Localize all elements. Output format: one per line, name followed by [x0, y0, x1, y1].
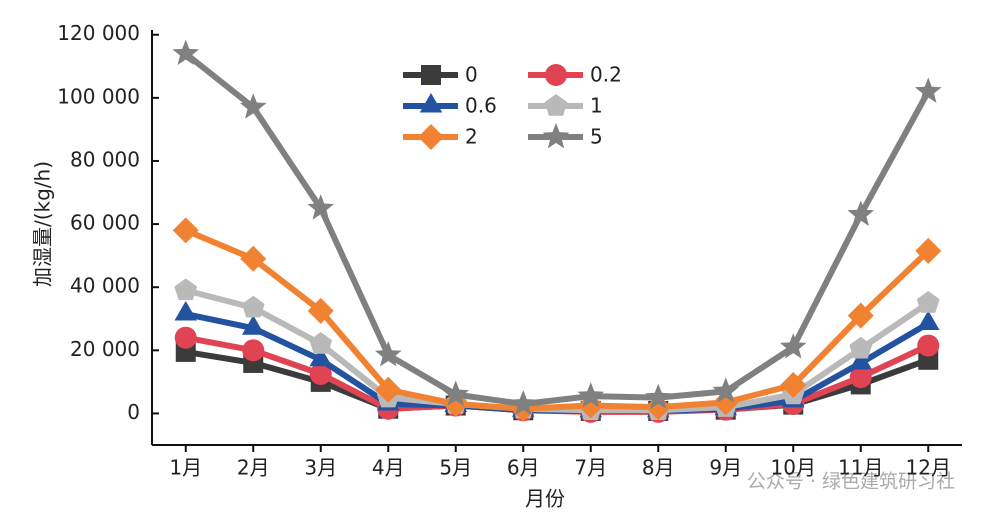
legend-marker [419, 93, 443, 113]
x-tick-label: 8月 [642, 456, 675, 480]
marker [847, 200, 875, 226]
x-tick-label: 12月 [906, 456, 951, 480]
marker [849, 349, 873, 370]
marker [712, 377, 740, 403]
legend-marker [544, 94, 568, 116]
marker [916, 310, 940, 330]
watermark: 公众号 · 绿色建筑研习社 [747, 471, 955, 493]
y-tick-label: 100 000 [57, 84, 140, 108]
y-axis-label: 加湿量/(kg/h) [31, 161, 55, 287]
series-line [184, 227, 931, 412]
x-tick-label: 9月 [709, 456, 742, 480]
legend-marker [542, 123, 570, 149]
legend-label: 0.2 [590, 63, 622, 87]
marker [242, 339, 265, 362]
legend-marker [421, 65, 441, 85]
x-tick-label: 7月 [574, 456, 607, 480]
marker [172, 39, 200, 65]
marker [849, 366, 872, 389]
legend-label: 5 [590, 125, 603, 149]
series-line [183, 51, 931, 407]
marker [509, 389, 537, 416]
marker [849, 336, 873, 359]
marker [309, 332, 333, 354]
marker [916, 290, 940, 313]
x-tick-label: 10月 [771, 456, 816, 480]
x-tick-label: 11月 [838, 456, 883, 480]
marker [241, 315, 265, 335]
marker [239, 93, 267, 119]
marker [241, 295, 265, 318]
marker [917, 334, 940, 357]
marker [644, 383, 672, 409]
marker [307, 194, 335, 220]
x-axis-label: 月份 [525, 487, 565, 511]
marker [375, 376, 402, 403]
x-tick-label: 5月 [439, 456, 472, 480]
marker [780, 372, 807, 399]
x-tick-label: 3月 [304, 456, 337, 480]
marker [914, 77, 942, 103]
marker [174, 278, 198, 301]
legend-label: 2 [465, 125, 478, 149]
marker [374, 341, 402, 367]
marker [442, 380, 470, 406]
y-tick-label: 120 000 [57, 21, 140, 45]
marker [240, 245, 267, 272]
marker [645, 394, 672, 421]
legend-marker [545, 64, 567, 86]
x-tick-label: 4月 [372, 456, 405, 480]
marker [779, 333, 807, 359]
y-tick-label: 0 [127, 400, 140, 424]
y-tick-label: 80 000 [70, 147, 140, 171]
x-tick-label: 6月 [507, 456, 540, 480]
marker [847, 302, 874, 329]
marker [307, 297, 334, 324]
y-tick-label: 20 000 [70, 337, 140, 361]
marker [172, 217, 199, 244]
marker [174, 326, 197, 349]
y-tick-label: 40 000 [70, 274, 140, 298]
legend-label: 0 [465, 63, 478, 87]
legend-label: 0.6 [465, 94, 497, 118]
marker [309, 346, 333, 367]
marker [309, 362, 332, 385]
marker [174, 301, 198, 321]
legend-label: 1 [590, 94, 603, 118]
x-tick-label: 1月 [169, 456, 202, 480]
y-tick-label: 60 000 [70, 211, 140, 235]
marker [577, 382, 605, 408]
x-tick-label: 2月 [237, 456, 270, 480]
marker [712, 389, 739, 416]
marker [915, 237, 942, 264]
legend-marker [418, 124, 444, 150]
